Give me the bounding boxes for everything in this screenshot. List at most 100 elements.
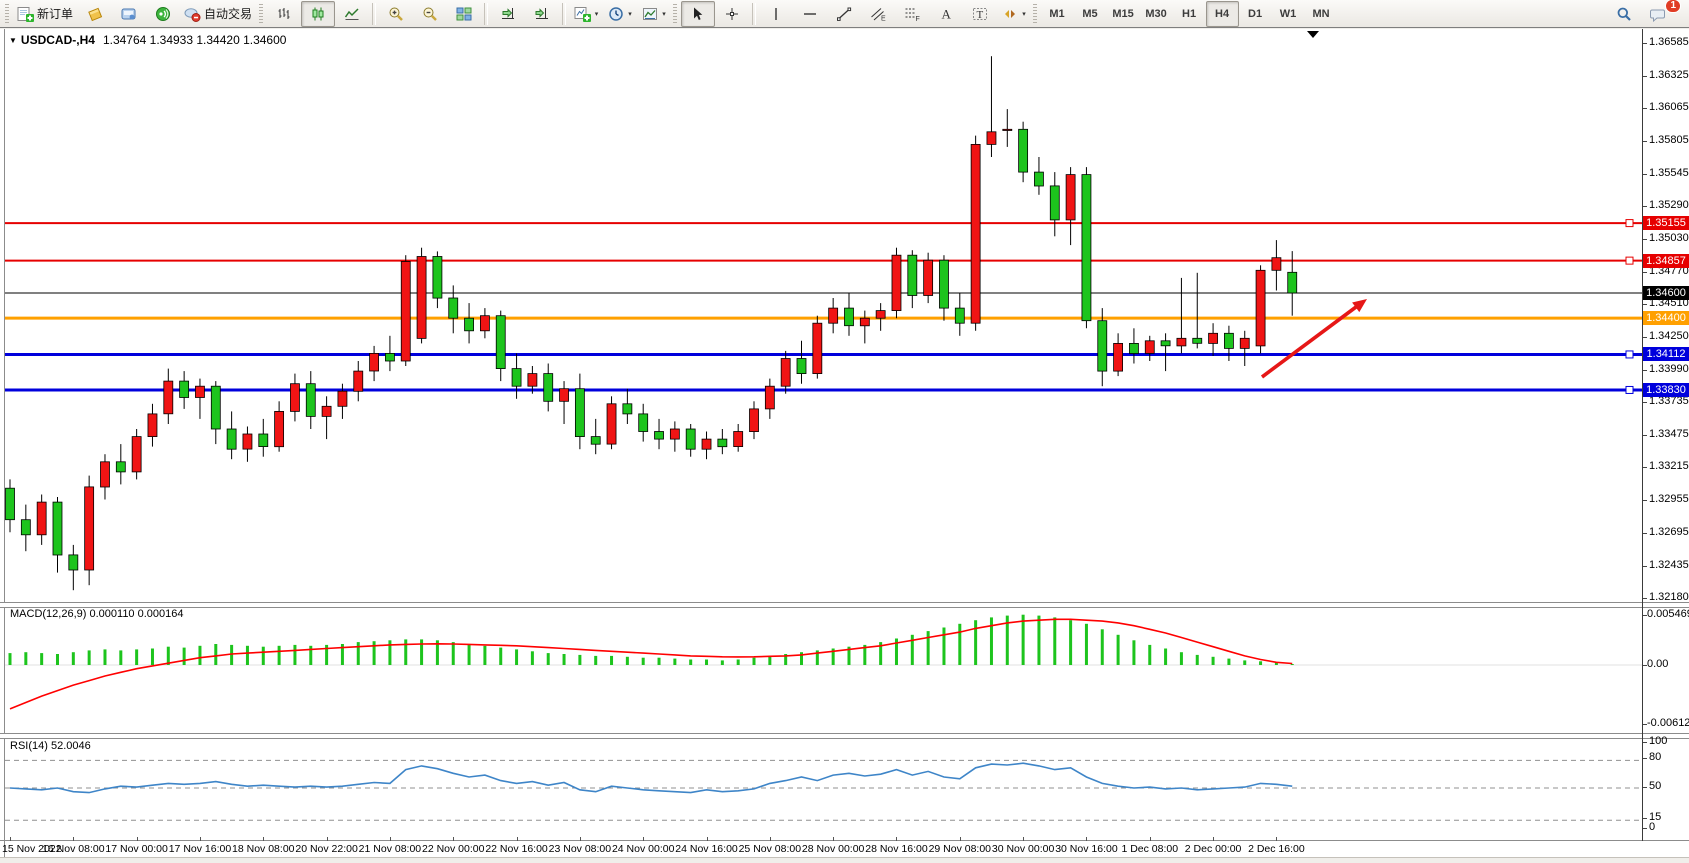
yellow-book-icon [87,6,103,22]
price-badge-1.34400: 1.34400 [1643,311,1689,326]
macd-axis-tickmark [1643,665,1647,666]
price-axis-label: 1.33990 [1649,362,1689,375]
timeframe-d1-button-label: D1 [1248,7,1263,20]
timeframe-d1-button[interactable]: D1 [1239,1,1272,27]
collapse-icon[interactable]: ▼ [9,36,17,45]
time-axis-tickmark [10,837,11,841]
time-axis-label: 24 Nov 00:00 [611,843,675,855]
notifications-button[interactable]: 1 [1641,0,1681,27]
data-window-button[interactable] [112,1,146,27]
rsi-axis-tickmark [1643,818,1647,819]
auto-scroll-icon [500,6,516,22]
price-badge-1.33830: 1.33830 [1643,382,1689,397]
blue-window-icon [121,6,137,22]
time-axis-label: 15 Nov 2022 [2,843,62,855]
svg-text:F: F [916,16,920,22]
timeframe-m1-button[interactable]: M1 [1041,1,1074,27]
price-axis-tickmark [1643,43,1647,44]
auto-trading-button[interactable]: 自动交易 [180,1,257,27]
price-axis-tickmark [1643,206,1647,208]
cursor-button[interactable] [681,0,716,27]
crosshair-button[interactable] [715,1,749,27]
timeframe-m15-button[interactable]: M15 [1107,1,1140,27]
new-order-button[interactable]: 新订单 [13,1,78,27]
price-axis-label: 1.35805 [1649,134,1689,147]
profiles-button[interactable]: ▾ [603,1,637,27]
label-button[interactable]: T [963,1,997,27]
new-chart-button[interactable]: ▾ [569,1,603,27]
timeframe-m5-button-label: M5 [1082,7,1098,20]
trendline-button[interactable] [827,1,861,27]
timeframe-w1-button[interactable]: W1 [1272,1,1305,27]
time-axis-tickmark [833,837,835,841]
line-chart-button[interactable] [335,1,369,27]
macd-axis-label: 0.005469 [1647,608,1689,620]
macd-axis-label: 0.00 [1647,658,1669,670]
timeframe-h4-button[interactable]: H4 [1206,0,1240,27]
zoom-in-button[interactable] [379,1,413,27]
candlestick-button[interactable] [301,0,336,27]
time-axis-label: 24 Nov 16:00 [675,843,738,855]
toolbar-sep [484,2,489,25]
macd-name: MACD(12,26,9) [10,608,87,620]
channel-button[interactable]: E [861,1,895,27]
auto-scroll-button[interactable] [491,1,525,27]
price-axis-tickmark [1643,108,1647,110]
price-axis-label: 1.33735 [1649,394,1689,407]
text-button[interactable]: A [929,1,963,27]
svg-text:A: A [942,6,952,21]
price-axis-label: 1.35545 [1649,166,1689,179]
time-axis-tickmark [326,837,328,841]
bar-chart-button[interactable] [267,1,301,27]
price-badge-1.35155: 1.35155 [1643,216,1689,231]
zoom-out-button[interactable] [413,1,447,27]
price-axis-tickmark [1643,597,1647,599]
price-axis-tickmark [1643,369,1647,371]
price-axis-label: 1.32435 [1649,558,1689,571]
market-watch-button[interactable] [78,1,112,27]
new-order-icon [17,6,34,22]
tile-windows-button[interactable] [447,1,481,27]
time-axis-tickmark [1086,837,1088,841]
arrows-button[interactable]: ▾ [997,1,1031,27]
toolbar-grip [259,3,264,24]
channel-icon: E [870,6,886,22]
time-axis-tickmark [453,837,455,841]
timeframe-mn-button-label: MN [1312,7,1330,20]
time-axis-tickmark [73,837,75,841]
timeframe-mn-button[interactable]: MN [1305,1,1338,27]
sound-button[interactable] [146,1,180,27]
timeframe-m30-button[interactable]: M30 [1140,1,1173,27]
rsi-axis-tickmark [1643,828,1647,829]
svg-text:T: T [977,9,984,21]
arrows-icon [1002,6,1018,22]
chart-shift-button[interactable] [525,1,559,27]
search-button[interactable] [1607,1,1641,27]
timeframe-h1-button[interactable]: H1 [1173,1,1206,27]
new-order-button-label: 新订单 [37,7,74,21]
time-axis-tickmark [769,837,771,841]
price-axis-label: 1.36325 [1649,68,1689,81]
fibonacci-button[interactable]: F [895,1,929,27]
price-macd-splitter[interactable] [0,602,1689,608]
time-axis-tickmark [389,837,391,841]
rsi-value: 52.0046 [50,740,91,752]
rsi-axis-tickmark [1643,787,1647,788]
templates-button[interactable]: ▾ [637,1,671,27]
time-axis-tickmark [579,837,581,841]
chevron-down-icon: ▾ [1022,10,1026,18]
timeframe-m5-button[interactable]: M5 [1074,1,1107,27]
chart-ohlc-quotes: 1.34764 1.34933 1.34420 1.34600 [102,33,287,47]
time-axis-label: 17 Nov 00:00 [105,843,168,855]
macd-values: 0.000110 0.000164 [89,608,184,620]
horizontal-line-button[interactable] [793,1,827,27]
price-axis-tickmark [1643,500,1647,502]
vertical-line-button[interactable] [759,1,793,27]
price-axis-tickmark [1643,532,1647,534]
svg-text:E: E [881,15,886,22]
bar-chart-icon [276,6,292,22]
time-axis-label: 29 Nov 08:00 [928,843,992,855]
macd-rsi-splitter[interactable] [0,733,1689,739]
price-axis-tickmark [1643,271,1647,273]
time-axis-label: 30 Nov 00:00 [991,843,1055,855]
